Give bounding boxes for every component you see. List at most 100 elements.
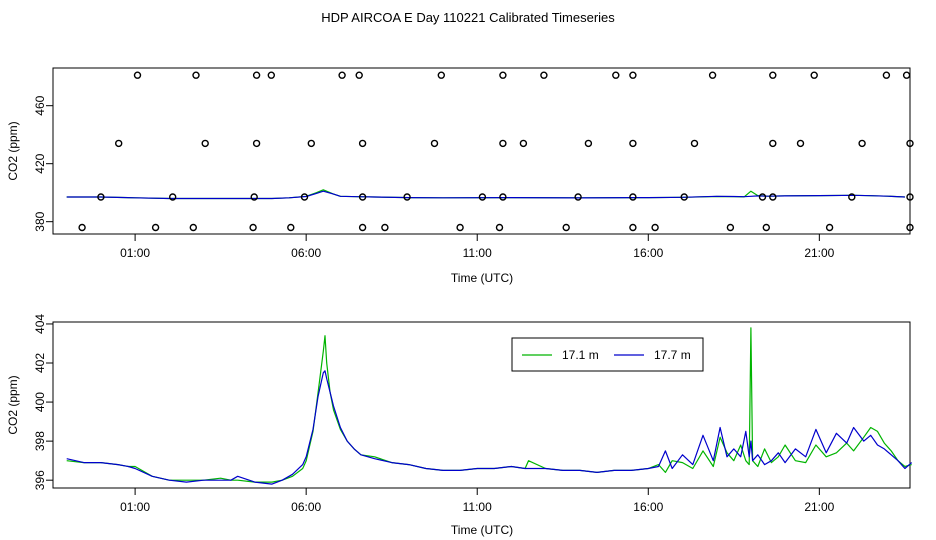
series-bottom: [66, 327, 913, 485]
data-point: [250, 193, 258, 201]
x-axis-bottom: 01:00 06:00 11:00 16:00 21:00: [120, 487, 835, 514]
x-tick-label: 16:00: [633, 246, 663, 260]
data-point: [381, 223, 389, 232]
x-axis-label-bottom: Time (UTC): [451, 523, 513, 537]
data-point: [680, 193, 688, 201]
data-point: [651, 223, 659, 232]
y-tick-label: 398: [33, 431, 47, 451]
x-tick-label: 21:00: [804, 500, 834, 514]
data-point: [300, 193, 309, 201]
x-axis-label-top: Time (UTC): [451, 271, 513, 285]
y-tick-label: 380: [33, 211, 47, 231]
data-point: [249, 223, 257, 232]
x-tick-label: 06:00: [291, 500, 321, 514]
y-tick-label: 460: [33, 95, 47, 115]
data-point: [726, 223, 735, 232]
y-axis-label-top: CO2 (ppm): [6, 121, 20, 180]
data-point: [358, 193, 367, 201]
data-point: [114, 139, 123, 148]
legend: 17.1 m 17.7 m: [511, 337, 704, 372]
series-line-blue: [66, 190, 905, 200]
data-point: [540, 71, 548, 79]
x-tick-label: 11:00: [463, 500, 492, 514]
data-point: [252, 71, 261, 79]
data-point: [499, 193, 507, 201]
data-point: [574, 193, 582, 201]
x-tick-label: 01:00: [120, 500, 150, 514]
plot-frame-top: [52, 67, 911, 235]
y-tick-label: 400: [33, 392, 47, 412]
data-point: [201, 139, 209, 148]
data-point: [355, 71, 363, 79]
data-point: [629, 193, 637, 201]
data-point: [708, 71, 717, 79]
data-point: [403, 193, 411, 201]
y-axis-label-bottom: CO2 (ppm): [6, 375, 20, 434]
y-tick-label: 396: [33, 470, 47, 490]
data-point: [133, 71, 142, 79]
data-point: [519, 139, 528, 148]
x-tick-label: 06:00: [291, 246, 321, 260]
data-point: [848, 193, 856, 201]
data-point: [495, 223, 504, 232]
data-point: [810, 71, 818, 79]
data-point: [769, 71, 777, 79]
x-tick-label: 21:00: [804, 246, 834, 260]
data-point: [307, 139, 315, 148]
data-point: [252, 139, 261, 148]
series-top: [66, 189, 905, 200]
data-point: [430, 139, 439, 148]
y-axis-top: 380 420 460: [33, 95, 54, 232]
data-point: [358, 139, 367, 148]
y-tick-label: 420: [33, 153, 47, 173]
series-line-blue: [66, 370, 913, 485]
x-tick-label: 01:00: [120, 246, 150, 260]
data-point: [456, 223, 464, 232]
data-point: [78, 223, 86, 232]
data-point: [499, 71, 507, 79]
y-tick-label: 404: [33, 314, 47, 334]
data-point: [629, 71, 637, 79]
data-point: [758, 193, 767, 201]
data-point: [769, 193, 777, 201]
data-point: [762, 223, 770, 232]
data-point: [629, 223, 637, 232]
data-point: [338, 71, 346, 79]
data-point: [437, 71, 445, 79]
data-point: [858, 139, 866, 148]
legend-label-17-7: 17.7 m: [654, 348, 691, 362]
data-point: [690, 139, 699, 148]
data-point: [906, 193, 914, 201]
data-point: [287, 223, 295, 232]
legend-label-17-1: 17.1 m: [562, 348, 599, 362]
data-point: [97, 193, 105, 201]
plot-frame-bottom: [52, 321, 911, 489]
data-point: [629, 139, 637, 148]
data-point: [358, 223, 367, 232]
y-tick-label: 402: [33, 353, 47, 373]
data-point: [882, 71, 891, 79]
data-point: [151, 223, 160, 232]
chart-title: HDP AIRCOA E Day 110221 Calibrated Times…: [321, 10, 615, 25]
data-point: [562, 223, 570, 232]
data-point: [906, 223, 914, 232]
data-point: [499, 139, 507, 148]
panel-bottom: 01:00 06:00 11:00 16:00 21:00 396 398 400 402 40…: [6, 314, 913, 537]
data-point: [796, 139, 805, 148]
data-point: [612, 71, 620, 79]
data-point: [769, 139, 777, 148]
data-point: [906, 139, 914, 148]
panel-top: 01:00 06:00 11:00 16:00 21:00 380 420 460 Time…: [6, 67, 914, 285]
x-tick-label: 11:00: [463, 246, 492, 260]
data-point: [189, 223, 198, 232]
points-top: [78, 71, 914, 232]
data-point: [192, 71, 200, 79]
data-point: [168, 193, 177, 201]
data-point: [584, 139, 593, 148]
series-line-green: [66, 327, 912, 483]
x-tick-label: 16:00: [633, 500, 663, 514]
y-axis-bottom: 396 398 400 402 404: [33, 314, 54, 490]
data-point: [478, 193, 487, 201]
x-axis-top: 01:00 06:00 11:00 16:00 21:00: [120, 233, 835, 260]
